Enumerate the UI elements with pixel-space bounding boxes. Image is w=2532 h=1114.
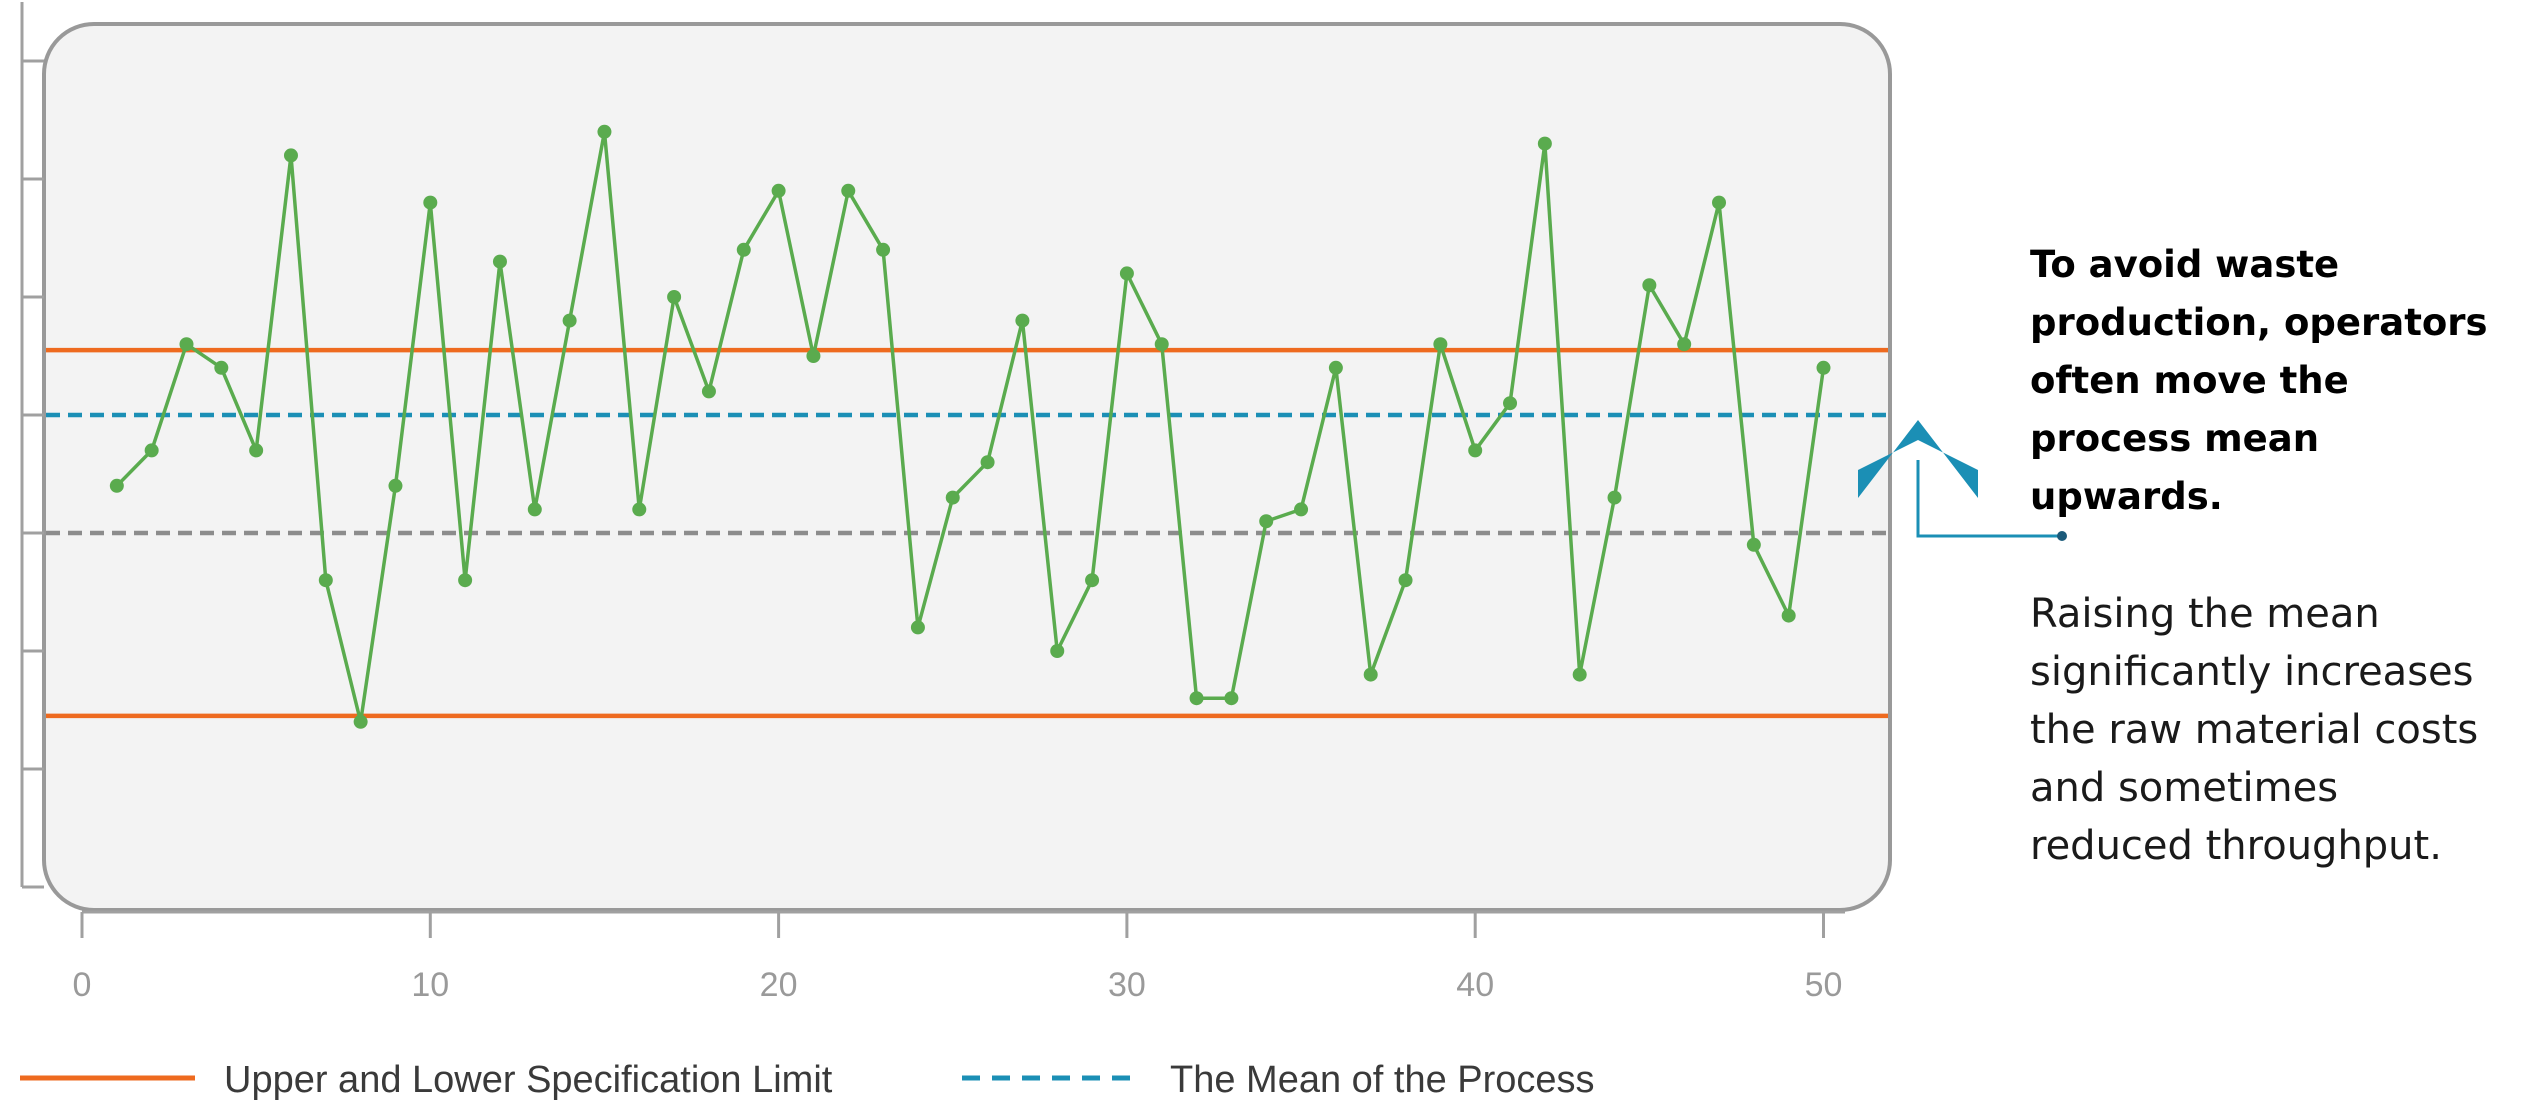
data-point xyxy=(527,502,542,517)
data-point xyxy=(1363,667,1378,682)
data-point xyxy=(1294,502,1309,517)
data-point xyxy=(1189,691,1204,706)
legend-label-mean: The Mean of the Process xyxy=(1170,1059,1595,1101)
data-point xyxy=(249,443,264,458)
data-point xyxy=(1537,136,1552,151)
data-point xyxy=(1015,313,1030,328)
series-line-0 xyxy=(115,130,1826,724)
data-point xyxy=(1154,337,1169,352)
data-point xyxy=(388,478,403,493)
callout-dot xyxy=(2057,531,2067,541)
data-point xyxy=(1433,337,1448,352)
data-point xyxy=(458,573,473,588)
data-point xyxy=(492,254,507,269)
data-point xyxy=(1050,644,1065,658)
data-point xyxy=(736,242,751,257)
data-point xyxy=(806,349,821,363)
plot-area xyxy=(42,22,1892,912)
data-series xyxy=(109,124,1831,729)
legend-label-spec-limit: Upper and Lower Specification Limit xyxy=(224,1059,833,1101)
data-point xyxy=(1816,360,1831,375)
data-point xyxy=(597,124,612,139)
data-point xyxy=(1572,667,1587,682)
data-point xyxy=(1607,490,1622,505)
data-point xyxy=(701,384,716,399)
x-tick-label: 30 xyxy=(1108,966,1146,1004)
reference-lines xyxy=(46,347,1888,719)
legend: Upper and Lower Specification Limit The … xyxy=(20,1059,1595,1101)
data-point xyxy=(1224,691,1239,706)
x-tick-label: 20 xyxy=(760,966,798,1004)
data-point xyxy=(1781,608,1796,623)
x-tick-label: 10 xyxy=(411,966,449,1004)
annotation-body: Raising the mean significantly increases… xyxy=(2030,591,2479,869)
data-point xyxy=(1328,360,1343,375)
data-point xyxy=(318,573,333,588)
data-point xyxy=(423,195,438,210)
data-point xyxy=(179,337,194,352)
annotation-title: To avoid waste production, operators oft… xyxy=(2030,243,2488,518)
data-point xyxy=(632,502,647,517)
data-point xyxy=(1503,396,1518,411)
data-point xyxy=(1085,573,1100,588)
data-point xyxy=(1119,266,1134,281)
data-point xyxy=(1642,278,1657,293)
x-axis: 0 10 20 30 40 50 xyxy=(73,910,1845,1004)
data-point xyxy=(283,148,298,163)
chevron-up-icon xyxy=(1858,420,1978,498)
data-point xyxy=(353,714,368,729)
data-point xyxy=(876,242,891,257)
data-point xyxy=(667,290,682,304)
y-axis xyxy=(20,2,44,889)
data-point xyxy=(214,360,229,375)
data-point xyxy=(910,620,925,635)
callout-leader-line xyxy=(1916,460,2062,538)
data-point xyxy=(109,478,124,493)
x-tick-label: 0 xyxy=(73,966,92,1004)
data-point xyxy=(980,455,995,470)
data-point xyxy=(1746,537,1761,552)
data-point xyxy=(1468,443,1483,458)
data-point xyxy=(1677,337,1692,352)
data-point xyxy=(841,183,856,198)
x-tick-label: 40 xyxy=(1456,966,1494,1004)
data-point xyxy=(1712,195,1727,210)
x-tick-label: 50 xyxy=(1805,966,1843,1004)
data-point xyxy=(562,313,577,328)
data-point xyxy=(144,443,159,458)
data-point xyxy=(1259,514,1274,529)
data-point xyxy=(771,183,786,198)
data-point xyxy=(1398,573,1413,588)
data-point xyxy=(945,490,960,505)
annotation-arrow xyxy=(1858,420,2067,541)
